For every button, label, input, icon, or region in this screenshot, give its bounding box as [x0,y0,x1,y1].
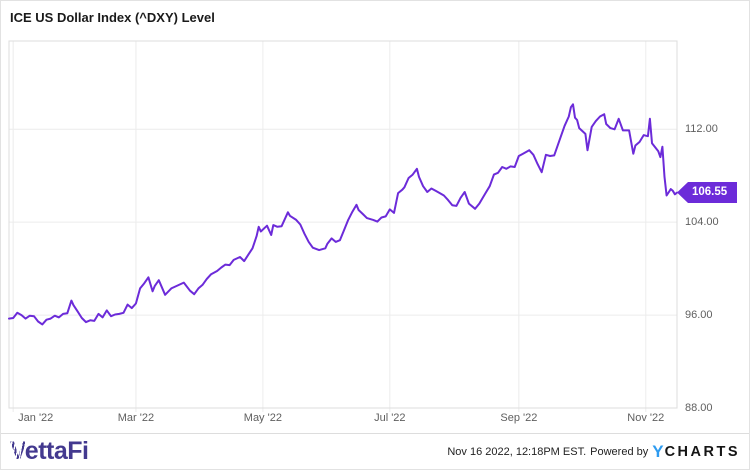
x-axis-tick-label: Jul '22 [374,412,406,424]
y-axis-tick-label: 112.00 [685,122,718,135]
y-axis-tick-label: 96.00 [685,308,713,321]
x-axis-tick-label: May '22 [243,412,282,424]
powered-by-label: Powered by [590,445,649,458]
vettafi-logo-v: V [10,437,25,465]
footer-timestamp: Nov 16 2022, 12:18PM EST. [447,445,587,458]
ycharts-logo-y: Y [652,441,664,461]
y-axis-tick-label: 104.00 [685,215,719,228]
footer-right: Nov 16 2022, 12:18PM EST. Powered by Y CH… [447,442,740,462]
chart-title: ICE US Dollar Index (^DXY) Level [10,10,215,25]
plot-border [8,40,678,409]
current-value-badge: 106.55 [677,182,738,204]
x-axis-tick-label: Sep '22 [500,412,538,424]
chart-footer: VettaFi Nov 16 2022, 12:18PM EST. Powere… [1,433,749,469]
ycharts-logo[interactable]: Y CHARTS [652,442,740,462]
vettafi-logo[interactable]: VettaFi [10,437,89,466]
vettafi-logo-text: ettaFi [24,437,89,465]
ycharts-logo-charts: CHARTS [664,443,740,460]
price-line [8,103,678,326]
y-axis-tick-label: 88.00 [685,401,713,414]
x-axis-tick-label: Mar '22 [117,412,155,424]
x-axis-tick-label: Nov '22 [627,412,665,424]
x-axis-tick-label: Jan '22 [18,412,54,424]
